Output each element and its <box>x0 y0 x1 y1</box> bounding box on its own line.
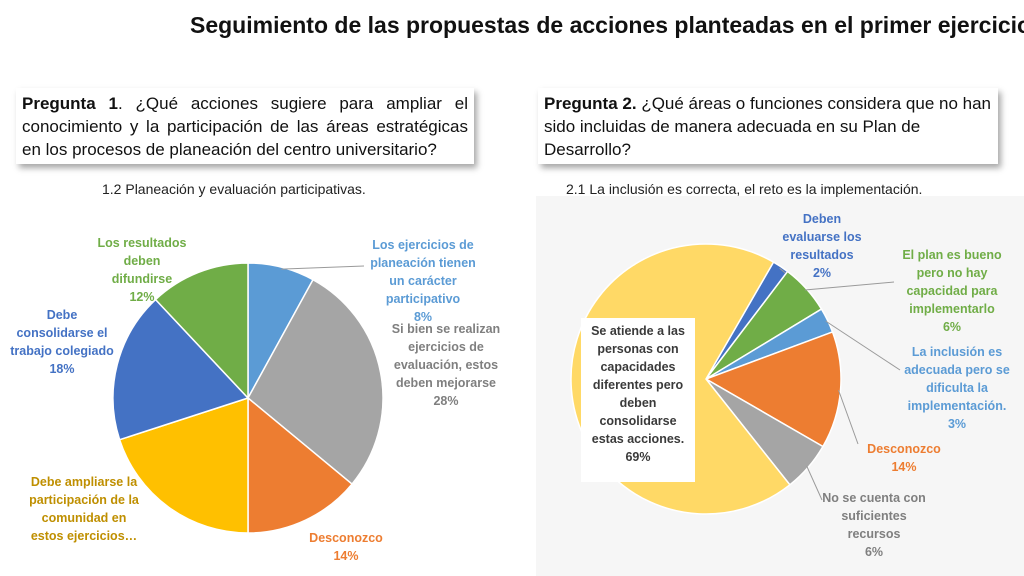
pie2-leader-2 <box>825 320 901 371</box>
pie1-slice-3 <box>118 396 249 534</box>
question-2-text: ¿Qué áreas o funciones considera que no … <box>544 94 991 159</box>
pie2-label-inclusion: La inclusión es adecuada pero se dificul… <box>904 345 1010 431</box>
pie2-leader-4 <box>806 465 823 501</box>
pie1-leader-0 <box>281 265 365 270</box>
pie2-leader-3 <box>838 389 859 445</box>
question-1-label: Pregunta 1 <box>22 94 118 113</box>
pie2-label-plan-bueno: El plan es bueno pero no hay capacidad p… <box>902 248 1002 334</box>
pie1-label-colegiado: Debe consolidarse el trabajo colegiado 18… <box>10 308 114 376</box>
question-1-box: Pregunta 1. ¿Qué acciones sugiere para a… <box>16 88 474 164</box>
pie2-slice-3 <box>704 330 842 448</box>
pie2-label-desconozco: Desconozco 14% <box>867 442 941 474</box>
pie1-slice-5 <box>154 262 249 400</box>
pie1-slice-1 <box>247 278 384 486</box>
pie2-label-evaluarse: Deben evaluarse los resultados 2% <box>782 212 862 280</box>
question-2-label: Pregunta 2. <box>544 94 637 113</box>
chart2-title: 2.1 La inclusión es correcta, el reto es… <box>566 181 923 197</box>
slide-title: Seguimiento de las propuestas de accione… <box>190 12 1024 38</box>
chart1-title: 1.2 Planeación y evaluación participativ… <box>102 181 366 197</box>
pie2-leader-1 <box>804 281 895 291</box>
pie2-label-recursos: No se cuenta con suficientes recursos 6% <box>822 491 926 559</box>
pie1-slice-2 <box>247 396 354 534</box>
question-1-text: . ¿Qué acciones sugiere para ampliar el … <box>22 94 468 159</box>
pie1-label-mejorarse: Si bien se realizan ejercicios de evalua… <box>391 322 501 408</box>
pie1-label-participativo: Los ejercicios de planeación tienen un c… <box>370 238 476 324</box>
pie1-label-difundirse: Los resultados deben difundirse 12% <box>97 236 187 304</box>
pie1-slice-4 <box>112 298 250 441</box>
question-2-box: Pregunta 2. ¿Qué áreas o funciones consi… <box>538 88 998 164</box>
pie-chart-1 <box>112 262 384 534</box>
pie1-label-ampliarse: Debe ampliarse la participación de la co… <box>29 475 139 543</box>
pie2-callout-atiende: Se atiende a las personas con capacidade… <box>581 318 695 482</box>
pie1-label-desconozco: Desconozco 14% <box>309 531 383 563</box>
